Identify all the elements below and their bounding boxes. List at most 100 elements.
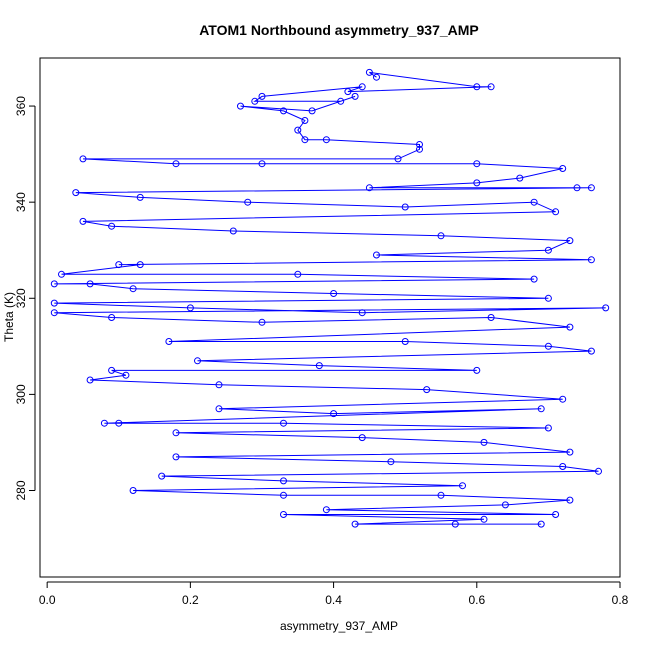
data-point: [129, 285, 137, 293]
y-tick-label: 300: [14, 384, 28, 404]
x-axis: 0.0 0.2 0.4 0.6 0.8: [39, 581, 629, 607]
x-tick-label: 0.8: [612, 593, 629, 607]
data-point: [322, 506, 330, 514]
plot-frame: [39, 57, 621, 578]
data-point: [573, 184, 581, 192]
data-point: [351, 520, 359, 528]
data-point: [86, 376, 94, 384]
data-point: [480, 438, 488, 446]
data-point: [194, 357, 201, 365]
y-axis-label: Theta (K): [2, 292, 16, 342]
data-point: [537, 405, 545, 413]
chart-title: ATOM1 Northbound asymmetry_937_AMP: [199, 22, 479, 38]
y-tick-label: 360: [14, 96, 28, 116]
data-point: [530, 198, 538, 206]
data-point: [401, 338, 409, 345]
data-point: [401, 203, 409, 211]
data-point: [544, 342, 552, 350]
data-point: [587, 347, 595, 355]
data-point: [50, 309, 58, 317]
data-point: [229, 227, 237, 235]
data-point: [473, 179, 481, 187]
data-point: [237, 102, 244, 110]
data-point: [537, 520, 545, 528]
data-point: [373, 251, 380, 259]
data-point: [136, 261, 144, 269]
x-tick-label: 0.4: [325, 593, 342, 607]
data-point: [115, 419, 123, 427]
data-point: [165, 338, 173, 345]
data-point: [158, 472, 166, 480]
data-point: [244, 198, 252, 206]
data-point: [50, 299, 58, 307]
data-point: [322, 136, 330, 144]
data-point: [280, 491, 287, 499]
data-point: [544, 294, 552, 302]
data-point: [79, 217, 87, 225]
y-tick-label: 340: [14, 192, 28, 212]
data-point: [330, 290, 338, 297]
y-tick-label: 320: [14, 288, 28, 308]
data-point: [552, 511, 560, 518]
data-point: [559, 463, 567, 470]
data-point: [351, 92, 359, 100]
data-point: [487, 314, 495, 321]
data-point: [544, 424, 552, 432]
data-point: [294, 270, 302, 278]
data-point: [280, 477, 287, 485]
data-point: [358, 434, 366, 442]
data-point: [108, 314, 116, 321]
data-point: [544, 246, 552, 254]
data-point: [473, 83, 481, 91]
data-point: [566, 237, 574, 245]
data-point: [108, 366, 116, 374]
data-point: [587, 184, 595, 192]
data-point: [58, 270, 65, 278]
x-tick-label: 0.2: [182, 593, 199, 607]
data-point: [387, 458, 395, 466]
data-point: [129, 487, 137, 494]
data-point: [172, 160, 180, 168]
data-point: [602, 304, 610, 312]
data-point: [280, 419, 287, 427]
data-point: [416, 141, 423, 148]
data-point: [566, 448, 574, 456]
data-point: [215, 381, 223, 389]
data-point: [365, 184, 373, 192]
data-point: [122, 371, 130, 379]
data-point: [595, 467, 602, 475]
data-point: [258, 160, 266, 168]
y-axis: 280 300 320 340 360: [14, 96, 36, 501]
data-point: [115, 261, 123, 269]
data-point: [394, 155, 402, 163]
data-point: [480, 515, 488, 523]
x-axis-label: asymmetry_937_AMP: [280, 619, 398, 633]
data-point: [79, 155, 87, 163]
data-point: [280, 511, 287, 518]
data-point: [251, 97, 259, 105]
data-point: [258, 318, 266, 326]
data-point: [100, 419, 108, 427]
data-point: [473, 160, 481, 168]
data-point: [587, 256, 595, 264]
data-point: [258, 92, 266, 100]
x-tick-label: 0.0: [39, 593, 56, 607]
data-point: [86, 280, 94, 288]
data-point: [530, 275, 538, 283]
data-point: [365, 68, 373, 76]
data-point: [516, 174, 524, 182]
data-point: [473, 366, 481, 374]
data-point: [72, 189, 80, 197]
data-point: [358, 309, 366, 317]
data-point: [301, 117, 309, 124]
data-point: [172, 429, 180, 437]
data-point: [501, 501, 509, 509]
data-point: [437, 491, 445, 499]
data-point: [315, 362, 323, 370]
y-tick-label: 280: [14, 480, 28, 500]
data-point: [330, 410, 338, 418]
data-point: [566, 323, 574, 331]
data-point: [280, 107, 287, 115]
data-point: [416, 145, 423, 153]
